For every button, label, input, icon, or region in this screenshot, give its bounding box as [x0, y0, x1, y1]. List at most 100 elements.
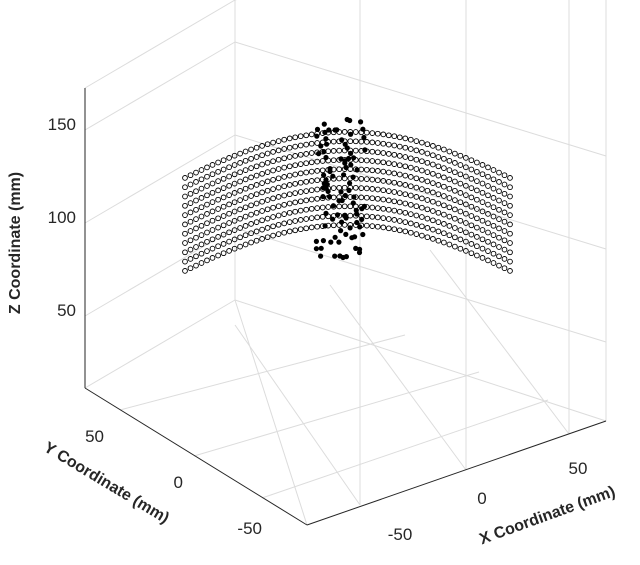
- data-point: [431, 190, 436, 195]
- data-point: [216, 197, 221, 202]
- data-point: [298, 162, 303, 167]
- data-point: [293, 228, 298, 233]
- data-point: [199, 223, 204, 228]
- data-point: [282, 184, 287, 189]
- data-point: [304, 189, 309, 194]
- data-point: [403, 183, 408, 188]
- data-point: [408, 147, 413, 152]
- data-point: [323, 211, 328, 216]
- data-point: [475, 244, 480, 249]
- data-point: [298, 171, 303, 176]
- data-point: [210, 200, 215, 205]
- data-point: [475, 160, 480, 165]
- data-point: [254, 210, 259, 215]
- data-point: [386, 152, 391, 157]
- data-point: [397, 209, 402, 214]
- data-point: [351, 194, 356, 199]
- data-point: [260, 227, 265, 232]
- data-point: [408, 175, 413, 180]
- grid-line: [330, 285, 466, 470]
- data-point: [475, 179, 480, 184]
- data-point: [458, 228, 463, 233]
- data-point: [370, 187, 375, 192]
- data-point: [486, 202, 491, 207]
- data-point: [254, 220, 259, 225]
- data-point: [502, 266, 507, 271]
- data-point: [425, 216, 430, 221]
- data-point: [238, 244, 243, 249]
- data-point: [480, 246, 485, 251]
- data-point: [502, 191, 507, 196]
- data-point: [475, 235, 480, 240]
- data-point: [199, 233, 204, 238]
- data-point: [183, 203, 188, 208]
- data-point: [210, 163, 215, 168]
- data-point: [458, 153, 463, 158]
- data-point: [392, 199, 397, 204]
- data-point: [347, 118, 352, 123]
- data-point: [205, 193, 210, 198]
- grid-line: [85, 135, 235, 223]
- data-point: [502, 238, 507, 243]
- data-point: [265, 207, 270, 212]
- x-tick-label: 0: [477, 489, 486, 508]
- data-point: [249, 222, 254, 227]
- data-point: [321, 238, 326, 243]
- data-point: [243, 186, 248, 191]
- data-point: [221, 214, 226, 219]
- data-point: [469, 158, 474, 163]
- data-point: [508, 250, 513, 255]
- data-point: [343, 232, 348, 237]
- data-point: [414, 204, 419, 209]
- data-point: [497, 170, 502, 175]
- data-point: [254, 238, 259, 243]
- data-point: [342, 130, 347, 135]
- data-point: [199, 186, 204, 191]
- data-point: [287, 155, 292, 160]
- data-point: [188, 247, 193, 252]
- data-point: [453, 188, 458, 193]
- data-point: [486, 249, 491, 254]
- data-point: [199, 214, 204, 219]
- data-point: [414, 157, 419, 162]
- data-point: [403, 155, 408, 160]
- data-point: [188, 191, 193, 196]
- data-point: [469, 251, 474, 256]
- data-point: [227, 211, 232, 216]
- data-point: [403, 136, 408, 141]
- data-point: [243, 149, 248, 154]
- data-point: [183, 241, 188, 246]
- data-point: [276, 213, 281, 218]
- data-point: [293, 209, 298, 214]
- data-point: [254, 192, 259, 197]
- data-point: [216, 225, 221, 230]
- data-point: [486, 174, 491, 179]
- data-point: [298, 190, 303, 195]
- data-point: [397, 144, 402, 149]
- data-point: [271, 205, 276, 210]
- data-point: [508, 194, 513, 199]
- data-point: [205, 239, 210, 244]
- data-point: [330, 174, 335, 179]
- data-point: [205, 174, 210, 179]
- data-point: [480, 256, 485, 261]
- data-point: [447, 242, 452, 247]
- data-point: [221, 186, 226, 191]
- data-point: [436, 201, 441, 206]
- data-point: [183, 250, 188, 255]
- data-point: [344, 215, 349, 220]
- data-point: [431, 218, 436, 223]
- data-point: [397, 219, 402, 224]
- data-point: [323, 136, 328, 141]
- data-point: [282, 230, 287, 235]
- data-point: [502, 210, 507, 215]
- data-point: [249, 194, 254, 199]
- data-point: [502, 201, 507, 206]
- data-point: [453, 226, 458, 231]
- y-tick-label: 50: [85, 427, 104, 446]
- data-point: [386, 133, 391, 138]
- data-point: [392, 218, 397, 223]
- data-point: [315, 127, 320, 132]
- data-point: [194, 180, 199, 185]
- data-point: [315, 187, 320, 192]
